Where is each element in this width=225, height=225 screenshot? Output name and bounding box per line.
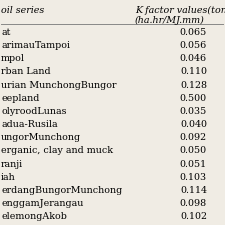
Text: 0.102: 0.102 [180,212,207,221]
Text: adua-Rusila: adua-Rusila [1,120,58,129]
Text: 0.128: 0.128 [180,81,207,90]
Text: 0.035: 0.035 [180,107,207,116]
Text: 0.050: 0.050 [180,146,207,155]
Text: erganic, clay and muck: erganic, clay and muck [1,146,113,155]
Text: 0.051: 0.051 [180,160,207,169]
Text: ungorMunchong: ungorMunchong [1,133,81,142]
Text: 0.500: 0.500 [180,94,207,103]
Text: erdangBungorMunchong: erdangBungorMunchong [1,186,122,195]
Text: elemongAkob: elemongAkob [1,212,67,221]
Text: enggamJerangau: enggamJerangau [1,199,83,208]
Text: 0.110: 0.110 [180,68,207,76]
Text: mpol: mpol [1,54,25,63]
Text: urian MunchongBungor: urian MunchongBungor [1,81,117,90]
Text: olyroodLunas: olyroodLunas [1,107,67,116]
Text: iah: iah [1,173,16,182]
Text: ranji: ranji [1,160,23,169]
Text: 0.092: 0.092 [180,133,207,142]
Text: 0.065: 0.065 [180,28,207,37]
Text: 0.098: 0.098 [180,199,207,208]
Text: rban Land: rban Land [1,68,51,76]
Text: at: at [1,28,11,37]
Text: K factor values(ton.h: K factor values(ton.h [135,6,225,15]
Text: 0.040: 0.040 [180,120,207,129]
Text: arimauTampoi: arimauTampoi [1,41,70,50]
Text: 0.103: 0.103 [180,173,207,182]
Text: oil series: oil series [1,6,44,15]
Text: 0.046: 0.046 [180,54,207,63]
Text: 0.114: 0.114 [180,186,207,195]
Text: eepland: eepland [1,94,40,103]
Text: (ha.hr/MJ.mm): (ha.hr/MJ.mm) [135,16,205,25]
Text: 0.056: 0.056 [180,41,207,50]
